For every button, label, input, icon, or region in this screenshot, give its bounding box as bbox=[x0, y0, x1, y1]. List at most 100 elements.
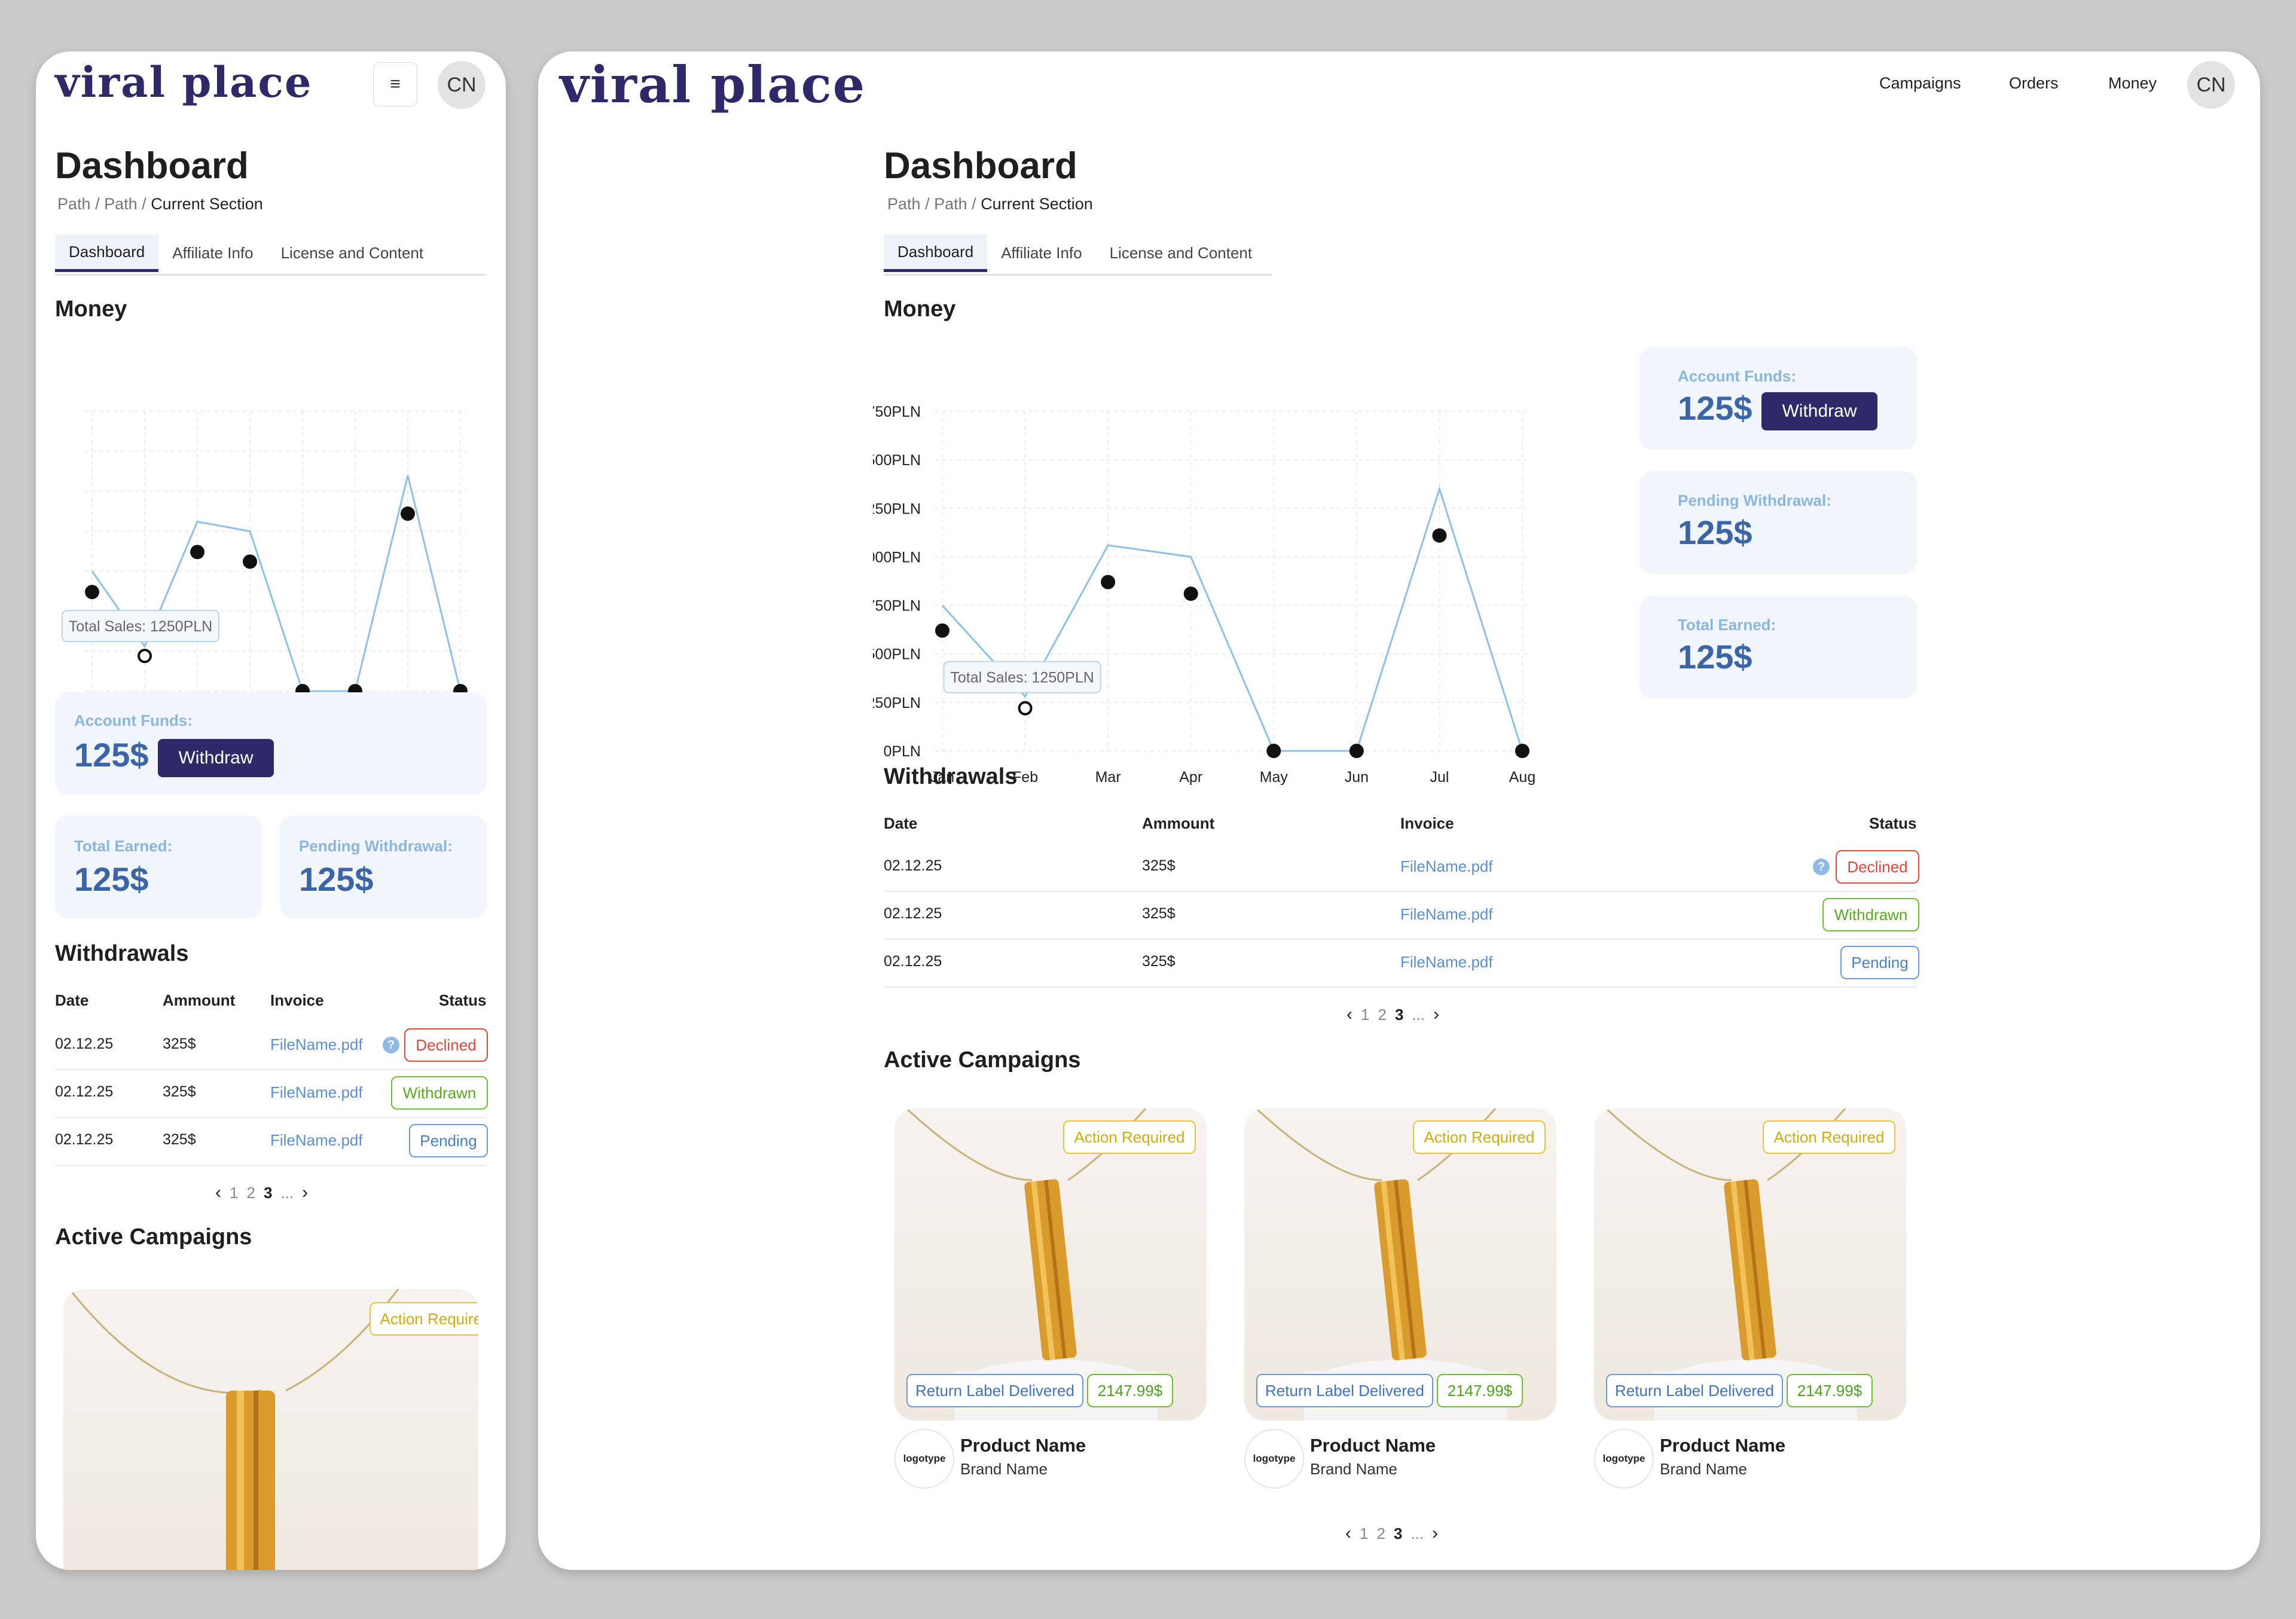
data-point bbox=[1183, 586, 1198, 601]
logo[interactable]: viral place bbox=[55, 57, 313, 107]
withdrawals-pagination: ‹ 1 2 3 ... › bbox=[1347, 1004, 1439, 1025]
invoice-link[interactable]: FileName.pdf bbox=[270, 1131, 363, 1149]
chevron-left-icon[interactable]: ‹ bbox=[215, 1183, 221, 1202]
invoice-link[interactable]: FileName.pdf bbox=[270, 1083, 363, 1101]
avatar[interactable]: CN bbox=[2187, 61, 2235, 109]
chevron-right-icon[interactable]: › bbox=[1433, 1004, 1440, 1024]
page-2[interactable]: 2 bbox=[1376, 1524, 1385, 1542]
x-tick-label: Jul bbox=[1430, 769, 1449, 786]
tab-dashboard[interactable]: Dashboard bbox=[884, 234, 988, 272]
chevron-left-icon[interactable]: ‹ bbox=[1345, 1523, 1351, 1543]
page-2[interactable]: 2 bbox=[246, 1183, 255, 1202]
product-name[interactable]: Product Name bbox=[1310, 1435, 1436, 1456]
breadcrumb-current: Current Section bbox=[981, 195, 1093, 213]
withdrawals-pagination: ‹ 1 2 3 ... › bbox=[215, 1183, 308, 1203]
withdraw-button[interactable]: Withdraw bbox=[158, 739, 274, 777]
total-earned-value: 125$ bbox=[1678, 638, 1752, 676]
price-badge: 2147.99$ bbox=[1787, 1374, 1873, 1407]
tab-license-and-content[interactable]: License and Content bbox=[1109, 244, 1253, 262]
nav-orders[interactable]: Orders bbox=[2009, 74, 2059, 92]
product-name[interactable]: Product Name bbox=[1660, 1435, 1786, 1456]
page-1[interactable]: 1 bbox=[1360, 1524, 1369, 1542]
account-funds-value: 125$ bbox=[1678, 389, 1752, 427]
withdrawals-title: Withdrawals bbox=[884, 764, 1018, 789]
x-tick-label: Mar bbox=[1095, 769, 1121, 786]
help-icon[interactable]: ? bbox=[383, 1037, 399, 1053]
invoice-link[interactable]: FileName.pdf bbox=[1400, 953, 1493, 971]
x-tick-label: Jan bbox=[930, 769, 954, 786]
tab-affiliate-info[interactable]: Affiliate Info bbox=[172, 244, 254, 262]
page-2[interactable]: 2 bbox=[1378, 1005, 1387, 1024]
data-point-highlighted bbox=[1018, 701, 1033, 716]
logo[interactable]: viral place bbox=[560, 55, 866, 114]
data-point bbox=[1349, 744, 1364, 758]
chevron-left-icon[interactable]: ‹ bbox=[1347, 1004, 1352, 1024]
breadcrumb-item[interactable]: Path bbox=[57, 195, 91, 213]
action-required-badge: Action Required bbox=[370, 1302, 478, 1336]
data-point bbox=[1101, 575, 1116, 589]
row-divider bbox=[884, 986, 1917, 988]
row-amount: 325$ bbox=[163, 1131, 196, 1148]
invoice-link[interactable]: FileName.pdf bbox=[1400, 905, 1493, 923]
tab-dashboard[interactable]: Dashboard bbox=[55, 234, 159, 272]
brand-name: Brand Name bbox=[960, 1460, 1048, 1478]
page-1[interactable]: 1 bbox=[1361, 1005, 1370, 1024]
y-tick-label: 500PLN bbox=[873, 646, 921, 663]
page-3[interactable]: 3 bbox=[1393, 1524, 1403, 1542]
y-tick-label: 1000PLN bbox=[873, 549, 921, 566]
y-tick-label: 1750PLN bbox=[873, 404, 921, 420]
data-point-highlighted bbox=[138, 649, 152, 664]
breadcrumb-current: Current Section bbox=[151, 195, 263, 213]
data-point bbox=[85, 585, 99, 600]
avatar[interactable]: CN bbox=[438, 61, 486, 109]
pending-withdrawal-card: Pending Withdrawal: 125$ bbox=[1639, 471, 1917, 574]
page-3[interactable]: 3 bbox=[1394, 1005, 1404, 1024]
invoice-link[interactable]: FileName.pdf bbox=[1400, 857, 1493, 875]
account-funds-label: Account Funds: bbox=[1678, 367, 1796, 385]
chevron-right-icon[interactable]: › bbox=[1432, 1523, 1439, 1543]
column-invoice: Invoice bbox=[1400, 814, 1454, 832]
campaigns-pagination: ‹ 1 2 3 ... › bbox=[1345, 1523, 1438, 1544]
money-title: Money bbox=[884, 297, 956, 322]
brand-logo: logotype bbox=[1594, 1429, 1654, 1489]
data-point bbox=[190, 545, 204, 560]
withdrawals-title: Withdrawals bbox=[55, 941, 189, 966]
chevron-right-icon[interactable]: › bbox=[302, 1183, 309, 1202]
campaign-card-image[interactable]: Action Required Return Label Delivered 2… bbox=[1594, 1108, 1906, 1421]
breadcrumb-item[interactable]: Path bbox=[887, 195, 921, 213]
y-tick-label: 1250PLN bbox=[873, 500, 921, 517]
campaign-card-image[interactable]: Action Required Return Label Delivered 2… bbox=[894, 1108, 1207, 1421]
campaign-card-image[interactable]: Action Required Return Label Delivered 2… bbox=[1244, 1108, 1556, 1421]
nav-campaigns[interactable]: Campaigns bbox=[1879, 74, 1961, 92]
page-more: ... bbox=[1412, 1005, 1425, 1024]
withdraw-button[interactable]: Withdraw bbox=[1761, 392, 1877, 430]
price-badge: 2147.99$ bbox=[1087, 1374, 1173, 1407]
page-more: ... bbox=[1410, 1524, 1424, 1542]
product-name[interactable]: Product Name bbox=[960, 1435, 1086, 1456]
row-divider bbox=[55, 1165, 487, 1166]
invoice-link[interactable]: FileName.pdf bbox=[270, 1035, 363, 1053]
account-funds-label: Account Funds: bbox=[74, 711, 193, 729]
column-status: Status bbox=[1869, 814, 1917, 832]
row-amount: 325$ bbox=[163, 1083, 196, 1100]
tab-affiliate-info[interactable]: Affiliate Info bbox=[1001, 244, 1082, 262]
help-icon[interactable]: ? bbox=[1813, 859, 1830, 875]
page-1[interactable]: 1 bbox=[230, 1183, 239, 1202]
account-funds-value: 125$ bbox=[74, 736, 149, 774]
page-title: Dashboard bbox=[884, 145, 1077, 187]
menu-button[interactable]: ≡ bbox=[373, 62, 417, 106]
brand-logo: logotype bbox=[1244, 1429, 1304, 1489]
breadcrumb-item[interactable]: Path bbox=[934, 195, 967, 213]
pending-withdrawal-label: Pending Withdrawal: bbox=[1678, 491, 1831, 509]
total-earned-label: Total Earned: bbox=[74, 837, 173, 855]
pending-withdrawal-value: 125$ bbox=[1678, 514, 1752, 551]
page-3[interactable]: 3 bbox=[263, 1183, 273, 1202]
action-required-badge: Action Required bbox=[1763, 1120, 1895, 1154]
campaign-card-image[interactable]: Action Required bbox=[63, 1289, 478, 1570]
nav-money[interactable]: Money bbox=[2108, 74, 2157, 92]
tab-license-and-content[interactable]: License and Content bbox=[280, 244, 424, 262]
breadcrumb-item[interactable]: Path bbox=[104, 195, 138, 213]
price-badge: 2147.99$ bbox=[1437, 1374, 1523, 1407]
column-date: Date bbox=[884, 814, 918, 832]
brand-logo: logotype bbox=[894, 1429, 954, 1489]
